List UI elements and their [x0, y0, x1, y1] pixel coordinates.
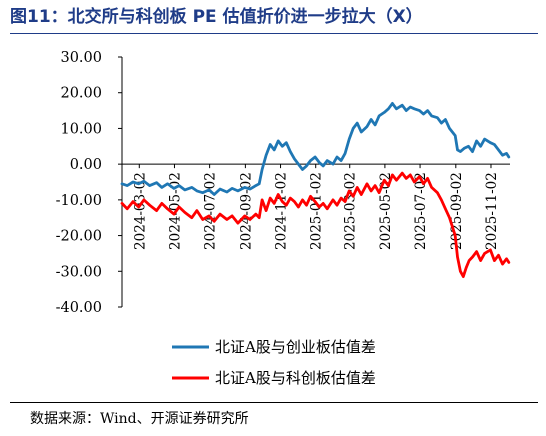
y-tick-label: 30.00 — [60, 50, 102, 66]
x-tick-label: 2025-07-02 — [413, 172, 429, 250]
x-tick-label: 2024-07-02 — [203, 172, 219, 250]
title-divider — [10, 33, 538, 34]
x-tick-label: 2024-09-02 — [238, 172, 254, 250]
y-tick-label: -40.00 — [56, 300, 102, 316]
y-tick-label: -30.00 — [56, 264, 102, 280]
x-tick-label: 2024-03-02 — [132, 172, 148, 250]
chart-title: 图11：北交所与科创板 PE 估值折价进一步拉大（X） — [10, 7, 423, 27]
source-divider — [10, 402, 538, 403]
y-tick-label: -20.00 — [56, 229, 102, 245]
y-tick-label: 0.00 — [70, 157, 102, 173]
y-axis: 30.00 20.00 10.00 0.00 -10.00 -20.00 -30.00 -40… — [56, 50, 123, 316]
x-axis: 2024-03-02 2024-05-02 2024-07-02 2024-09-02… — [122, 163, 510, 250]
y-tick-label: 20.00 — [60, 86, 102, 102]
series-layer — [120, 102, 511, 278]
x-tick-label: 2025-05-02 — [378, 172, 394, 250]
source-note: 数据来源：Wind、开源证券研究所 — [30, 411, 249, 427]
x-tick-label: 2024-11-02 — [274, 172, 290, 250]
series-line-2 — [120, 171, 511, 278]
y-tick-label: -10.00 — [56, 193, 102, 209]
x-tick-label: 2025-11-02 — [484, 172, 500, 250]
x-tick-label: 2025-01-02 — [309, 172, 325, 250]
series-line-1 — [120, 102, 511, 196]
x-tick-label: 2025-03-02 — [343, 172, 359, 250]
y-tick-label: 10.00 — [60, 121, 102, 137]
line-chart: 30.00 20.00 10.00 0.00 -10.00 -20.00 -30.00 -40… — [56, 50, 511, 387]
legend-label-2: 北证A股与科创板估值差 — [215, 369, 376, 387]
legend-label-1: 北证A股与创业板估值差 — [215, 338, 376, 356]
